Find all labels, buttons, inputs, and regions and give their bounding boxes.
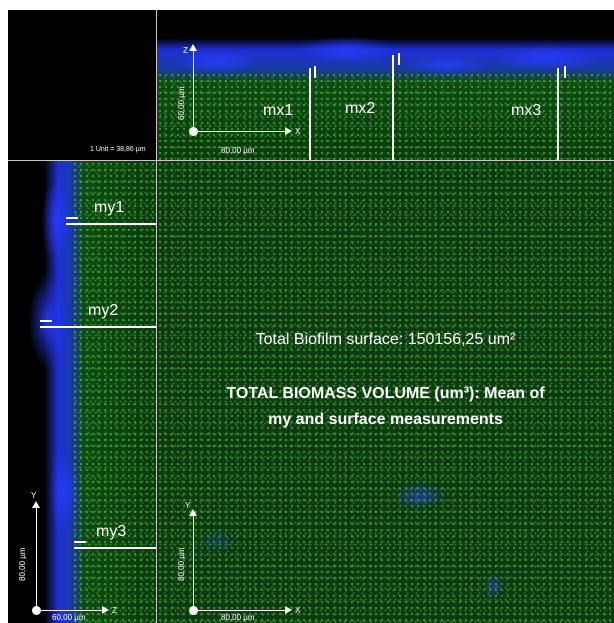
xz-axis-up-arrow-icon: [189, 44, 197, 51]
xz-axis-vertical: [193, 50, 194, 132]
mx3-label: mx3: [511, 102, 542, 119]
xy-axis-label-vertical: Y: [185, 501, 191, 510]
xy-main-view: Total Biofilm surface: 150156,25 um² TOT…: [157, 161, 614, 623]
my2-marker-tick: [40, 320, 52, 322]
yz-axis-label-vertical: Y: [31, 491, 37, 500]
yz-vertical-scale: 80,00 µm: [18, 547, 27, 581]
xy-axis-origin: [189, 606, 198, 615]
my1-marker-line: [66, 223, 156, 225]
my2-marker-line: [40, 326, 156, 328]
xz-axis-origin: [189, 127, 198, 136]
xy-axis-label-horizontal: X: [295, 606, 301, 615]
volume-title-line2: my and surface measurements: [268, 411, 503, 428]
xy-axis-horizontal: [193, 610, 289, 611]
xz-axis-right-arrow-icon: [285, 127, 292, 135]
xz-vertical-scale: 60,00 µm: [177, 86, 186, 120]
yz-section-view: my1 my2 my3 Y Z 80,00 µm 60,00 µm: [8, 161, 156, 623]
mx1-marker-tick: [314, 66, 316, 78]
yz-axis-right-arrow-icon: [102, 606, 109, 614]
xz-axis-label-vertical: Z: [183, 46, 188, 55]
my1-label: my1: [94, 199, 125, 216]
xy-axis-up-arrow-icon: [189, 509, 197, 516]
horizontal-divider: [8, 160, 614, 161]
xy-green-signal: [157, 161, 614, 623]
xz-axis-horizontal: [193, 131, 289, 132]
orthogonal-viewer: 1 Unit = 38,86 µm mx1 mx2 mx3 Z X 60,00 …: [8, 10, 614, 623]
xy-axis-vertical: [193, 515, 194, 611]
mx1-marker-line: [309, 68, 311, 160]
xz-section-view: mx1 mx2 mx3 Z X 60,00 µm 80,00 µm: [157, 10, 614, 160]
xy-horizontal-scale: 80,00 µm: [221, 613, 255, 622]
xy-vertical-scale: 80,00 µm: [177, 547, 186, 581]
volume-title-line1: TOTAL BIOMASS VOLUME (um³): Mean of: [226, 385, 545, 402]
unit-label: 1 Unit = 38,86 µm: [90, 146, 146, 153]
mx2-marker-line: [392, 55, 394, 160]
surface-text: Total Biofilm surface: 150156,25 um²: [255, 331, 516, 348]
xy-axis-right-arrow-icon: [285, 606, 292, 614]
my1-marker-tick: [66, 217, 78, 219]
yz-green-signal: [72, 161, 156, 623]
xz-horizontal-scale: 80,00 µm: [221, 146, 255, 155]
yz-axis-vertical: [36, 507, 37, 611]
mx1-label: mx1: [263, 102, 294, 119]
xz-axis-label-horizontal: X: [295, 127, 301, 136]
my2-label: my2: [88, 302, 119, 319]
yz-axis-up-arrow-icon: [32, 501, 40, 508]
yz-horizontal-scale: 60,00 µm: [52, 613, 86, 622]
mx2-marker-tick: [398, 53, 400, 65]
mx2-label: mx2: [345, 100, 376, 117]
my3-label: my3: [96, 523, 127, 540]
yz-axis-origin: [32, 606, 41, 615]
my3-marker-line: [74, 547, 156, 549]
mx3-marker-line: [557, 68, 559, 160]
my3-marker-tick: [74, 541, 86, 543]
yz-axis-label-horizontal: Z: [112, 606, 117, 615]
corner-panel: 1 Unit = 38,86 µm: [8, 10, 156, 160]
xz-green-signal: [157, 72, 614, 160]
mx3-marker-tick: [564, 66, 566, 78]
vertical-divider: [156, 10, 157, 623]
yz-axis-horizontal: [36, 610, 106, 611]
